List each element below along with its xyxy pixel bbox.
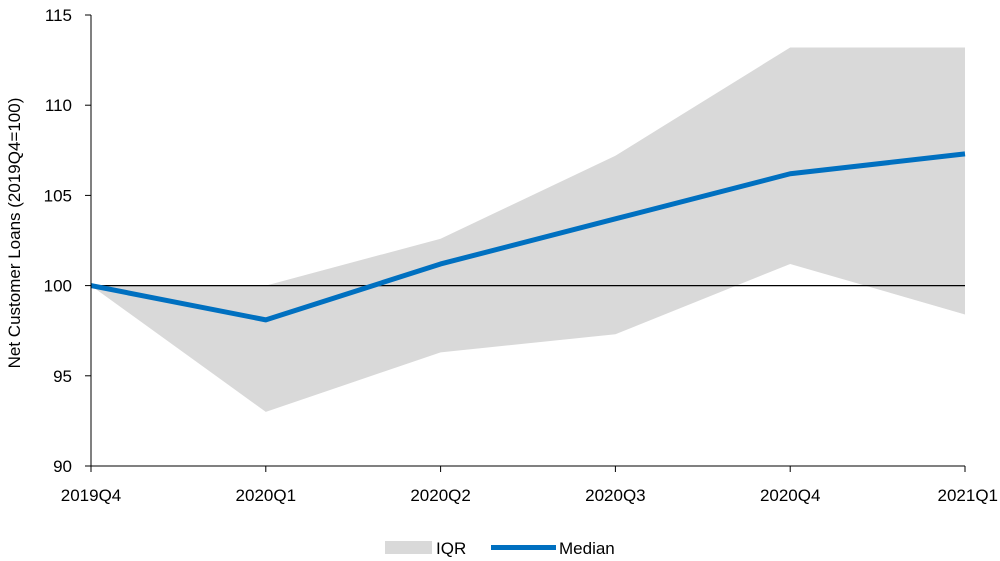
y-tick-label: 90 xyxy=(53,457,72,476)
x-tick-label: 2020Q1 xyxy=(236,486,297,505)
axes xyxy=(85,14,966,472)
legend-iqr-swatch xyxy=(385,541,432,554)
iqr-band xyxy=(91,47,965,412)
y-tick-label: 95 xyxy=(53,367,72,386)
iqr-band-layer xyxy=(91,47,965,412)
x-tick-label: 2019Q4 xyxy=(61,486,122,505)
x-tick-label: 2020Q2 xyxy=(410,486,471,505)
legend-iqr-label: IQR xyxy=(436,539,466,558)
median-line xyxy=(90,151,966,323)
y-axis-label: Net Customer Loans (2019Q4=100) xyxy=(5,98,24,369)
y-tick-label: 115 xyxy=(45,6,72,25)
x-tick-labels: 2019Q4 2020Q1 2020Q2 2020Q3 2020Q4 2021Q1 xyxy=(61,486,998,505)
y-tick-label: 110 xyxy=(45,96,72,115)
median-line-layer xyxy=(90,151,966,323)
y-tick-labels: 90 95 100 105 110 115 xyxy=(44,6,72,476)
y-tick-label: 100 xyxy=(44,277,72,296)
legend-median-label: Median xyxy=(559,539,615,558)
y-tick-label: 105 xyxy=(44,186,72,205)
x-tick-label: 2020Q3 xyxy=(585,486,646,505)
x-tick-label: 2020Q4 xyxy=(760,486,821,505)
legend: IQR Median xyxy=(385,539,615,558)
x-tick-label: 2021Q1 xyxy=(938,486,999,505)
